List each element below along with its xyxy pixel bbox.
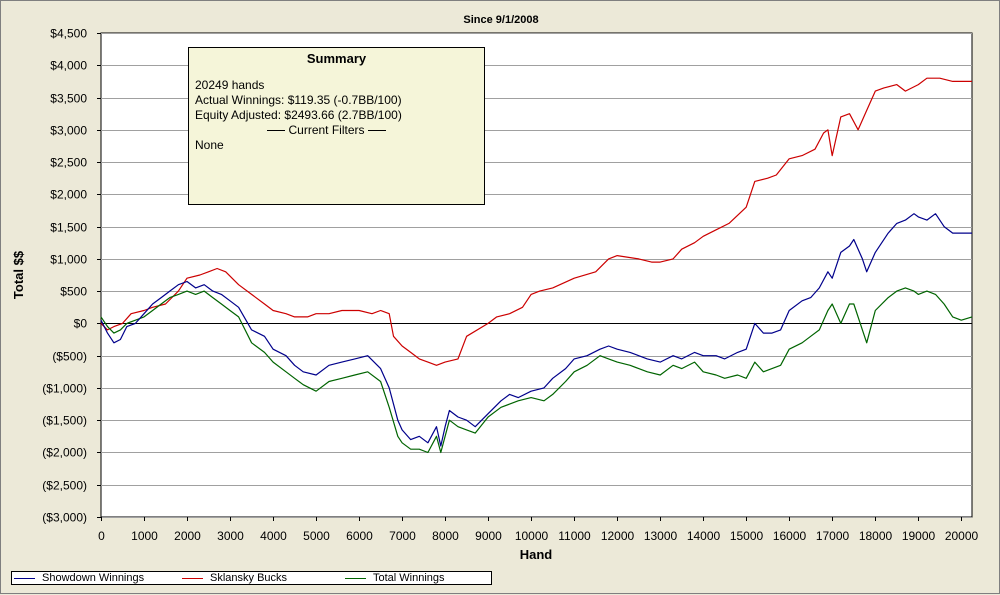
y-tick-label: ($1,500): [42, 414, 87, 428]
legend-swatch-total: [345, 577, 366, 579]
summary-title: Summary: [306, 51, 367, 66]
summary-filters-header: Current Filters: [195, 123, 458, 138]
legend-label-total: Total Winnings: [373, 572, 445, 584]
x-tick-label: 4000: [260, 529, 287, 543]
x-tick-label: 8000: [432, 529, 459, 543]
series-lines: [100, 77, 973, 454]
summary-filters-value: None: [195, 138, 224, 152]
legend-item-sklansky-bucks: Sklansky Bucks: [182, 572, 287, 584]
y-tick-label: $1,000: [50, 253, 87, 267]
x-tick-label: 18000: [859, 529, 893, 543]
y-tick-label: $0: [74, 317, 88, 331]
x-tick-label: 13000: [644, 529, 678, 543]
y-axis-ticks: $4,500 $4,000 $3,500 $3,000 $2,500 $2,000 $1,5…: [42, 27, 101, 525]
summary-equity-adjusted: Equity Adjusted: $2493.66 (2.7BB/100): [195, 108, 402, 122]
y-tick-label: $1,500: [50, 221, 87, 235]
x-tick-label: 14000: [687, 529, 721, 543]
x-tick-label: 10000: [515, 529, 549, 543]
legend-label-showdown: Showdown Winnings: [42, 572, 145, 584]
x-tick-label: 19000: [902, 529, 936, 543]
legend-item-showdown-winnings: Showdown Winnings: [14, 572, 144, 584]
x-tick-label: 2000: [174, 529, 201, 543]
x-tick-label: 11000: [558, 529, 591, 543]
x-tick-label: 6000: [346, 529, 373, 543]
y-tick-label: $500: [60, 285, 87, 299]
x-tick-label: 9000: [475, 529, 502, 543]
filters-header-label: Current Filters: [288, 123, 365, 137]
summary-hands: 20249 hands: [195, 78, 265, 92]
y-tick-label: ($1,000): [42, 382, 87, 396]
summary-actual-winnings: Actual Winnings: $119.35 (-0.7BB/100): [195, 93, 402, 107]
series-line-total-winnings: [100, 287, 973, 454]
x-tick-label: 12000: [601, 529, 635, 543]
y-tick-label: ($2,000): [42, 446, 87, 460]
y-tick-label: $3,000: [50, 124, 87, 138]
y-axis-title: Total $$: [11, 250, 26, 299]
y-tick-label: $2,500: [50, 156, 87, 170]
x-tick-label: 7000: [389, 529, 416, 543]
y-tick-label: ($3,000): [42, 511, 87, 525]
y-tick-label: $4,000: [50, 59, 87, 73]
summary-box: Summary 20249 hands Actual Winnings: $11…: [188, 47, 485, 205]
legend-item-total-winnings: Total Winnings: [345, 572, 445, 584]
x-tick-label: 5000: [303, 529, 330, 543]
y-tick-label: ($2,500): [42, 479, 87, 493]
x-tick-label: 3000: [217, 529, 244, 543]
series-line-sklansky-bucks: [100, 77, 972, 366]
y-tick-label: $2,000: [50, 188, 87, 202]
chart-title: Since 9/1/2008: [463, 14, 538, 26]
y-tick-label: $4,500: [50, 27, 87, 41]
legend: Showdown Winnings Sklansky Bucks Total W…: [11, 571, 492, 585]
x-tick-label: 15000: [730, 529, 764, 543]
gridlines: [101, 33, 972, 518]
x-tick-label: 0: [98, 529, 105, 543]
x-tick-label: 20000: [945, 529, 979, 543]
x-tick-label: 16000: [773, 529, 807, 543]
y-tick-label: ($500): [52, 350, 87, 364]
legend-swatch-sklansky: [182, 577, 203, 579]
x-tick-label: 1000: [131, 529, 158, 543]
legend-label-sklansky: Sklansky Bucks: [210, 572, 288, 584]
x-axis-title: Hand: [520, 547, 553, 562]
legend-swatch-showdown: [14, 577, 35, 579]
x-axis-ticks: 0 1000 2000 3000 4000 5000 6000 7000 8000 9000 100…: [98, 517, 979, 543]
x-tick-label: 17000: [816, 529, 850, 543]
y-tick-label: $3,500: [50, 92, 87, 106]
series-line-showdown-winnings: [100, 213, 972, 447]
